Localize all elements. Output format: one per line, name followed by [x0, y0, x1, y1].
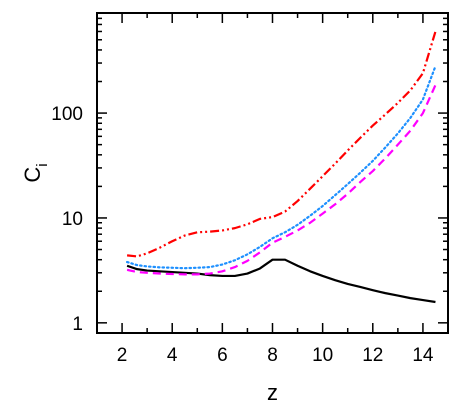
x-tick-label: 8: [267, 345, 278, 366]
y-tick-label: 1: [72, 314, 83, 335]
x-tick-label: 14: [412, 345, 434, 366]
x-axis-label: z: [267, 380, 278, 405]
y-axis-label-main: C: [20, 167, 45, 183]
plot-frame: [96, 12, 449, 334]
x-tick-label: 2: [117, 345, 128, 366]
y-axis-label-subscript: i: [34, 163, 51, 166]
y-tick-label: 100: [51, 104, 83, 125]
labels-layer: 2 4 6 8 10 12 14 1 10 100: [51, 104, 434, 366]
ticks-layer: [97, 12, 448, 333]
y-axis-label: Ci: [20, 163, 51, 182]
series-line-2-dashed: [126, 84, 437, 276]
x-tick-label: 6: [217, 345, 228, 366]
series-layer: [125, 31, 437, 304]
series-line-3-dotted: [125, 65, 437, 270]
x-tick-label: 10: [312, 345, 333, 366]
y-tick-label: 10: [62, 209, 83, 230]
x-tick-label: 12: [362, 345, 383, 366]
x-tick-label: 4: [167, 345, 178, 366]
series-line-4-dashdotdot: [126, 31, 437, 258]
series-line-1-solid: [126, 258, 436, 304]
